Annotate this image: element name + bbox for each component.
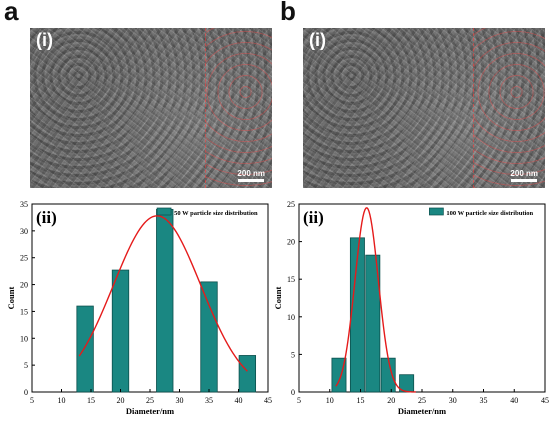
gaussian-fit-curve xyxy=(78,215,248,372)
x-tick-label: 10 xyxy=(326,396,334,405)
histogram-bar xyxy=(331,357,347,393)
legend-label: 100 W particle size distribution xyxy=(446,210,533,217)
y-tick-label: 15 xyxy=(287,275,295,284)
x-tick-label: 40 xyxy=(235,396,243,405)
x-tick-label: 15 xyxy=(87,396,95,405)
x-tick-label: 15 xyxy=(357,396,365,405)
y-tick-label: 10 xyxy=(20,334,28,343)
x-tick-label: 45 xyxy=(264,396,272,405)
sem-image-100w: (i) 200 nm xyxy=(303,28,545,188)
histogram-50w: 5 10 15 20 25 30 35 40 4505101520253035Diameter/… xyxy=(6,200,272,416)
y-tick-label: 25 xyxy=(20,254,28,263)
y-tick-label: 10 xyxy=(287,313,295,322)
plot-frame xyxy=(31,203,269,393)
x-tick-label: 10 xyxy=(58,396,66,405)
y-tick-label: 20 xyxy=(20,281,28,290)
scale-bar: 200 nm xyxy=(510,169,538,182)
x-tick-label: 40 xyxy=(510,396,518,405)
y-tick-label: 5 xyxy=(24,361,28,370)
x-tick-label: 35 xyxy=(480,396,488,405)
y-tick-label: 35 xyxy=(20,200,28,209)
grain-outline-overlay xyxy=(473,28,545,188)
histogram-bar xyxy=(76,305,94,393)
x-tick-label: 25 xyxy=(146,396,154,405)
legend-label: 50 W particle size distribution xyxy=(174,210,258,217)
scale-bar: 200 nm xyxy=(237,169,265,182)
y-axis-label: Count xyxy=(6,287,16,310)
x-axis-label: Diameter/nm xyxy=(126,406,174,416)
histogram-bar xyxy=(238,355,257,393)
histogram-bar xyxy=(111,269,130,393)
y-axis-label: Count xyxy=(275,287,283,310)
sem-texture xyxy=(30,28,272,188)
histogram-100w: 5 10 15 20 25 30 35 40 450510152025Diameter/nmCo… xyxy=(275,200,549,416)
scale-bar-line xyxy=(238,179,265,182)
histogram-bar xyxy=(380,357,396,393)
sem-label: (i) xyxy=(36,30,53,50)
x-tick-label: 30 xyxy=(449,396,457,405)
y-tick-label: 5 xyxy=(291,350,295,359)
histogram-bar xyxy=(365,254,381,393)
histogram-bar xyxy=(200,281,218,393)
sem-image-50w: (i) 200 nm xyxy=(30,28,272,188)
x-tick-label: 25 xyxy=(418,396,426,405)
x-tick-label: 5 xyxy=(30,396,34,405)
y-tick-label: 0 xyxy=(291,388,295,397)
sem-texture xyxy=(303,28,545,188)
panel-letter-b: b xyxy=(280,0,296,26)
x-tick-label: 35 xyxy=(205,396,213,405)
y-tick-label: 30 xyxy=(20,227,28,236)
x-axis-label: Diameter/nm xyxy=(398,406,446,416)
legend-swatch xyxy=(429,207,444,216)
grain-outline-overlay xyxy=(205,28,272,188)
x-tick-label: 20 xyxy=(117,396,125,405)
panel-letter-a: a xyxy=(4,0,19,26)
chart-panel-label: (ii) xyxy=(36,208,57,227)
scale-bar-line xyxy=(511,179,538,182)
y-tick-label: 20 xyxy=(287,238,295,247)
histogram-bar xyxy=(156,208,174,393)
sem-label: (i) xyxy=(309,30,326,50)
y-tick-label: 25 xyxy=(287,200,295,209)
scale-bar-label: 200 nm xyxy=(237,169,265,178)
x-tick-label: 5 xyxy=(297,396,301,405)
y-tick-label: 0 xyxy=(24,388,28,397)
gaussian-fit-curve xyxy=(335,206,416,393)
y-tick-label: 15 xyxy=(20,307,28,316)
x-tick-label: 45 xyxy=(541,396,549,405)
x-tick-label: 30 xyxy=(176,396,184,405)
x-tick-label: 20 xyxy=(387,396,395,405)
histogram-bar xyxy=(349,237,365,393)
scale-bar-label: 200 nm xyxy=(510,169,538,178)
chart-panel-label: (ii) xyxy=(303,208,324,227)
legend-swatch xyxy=(156,207,172,216)
